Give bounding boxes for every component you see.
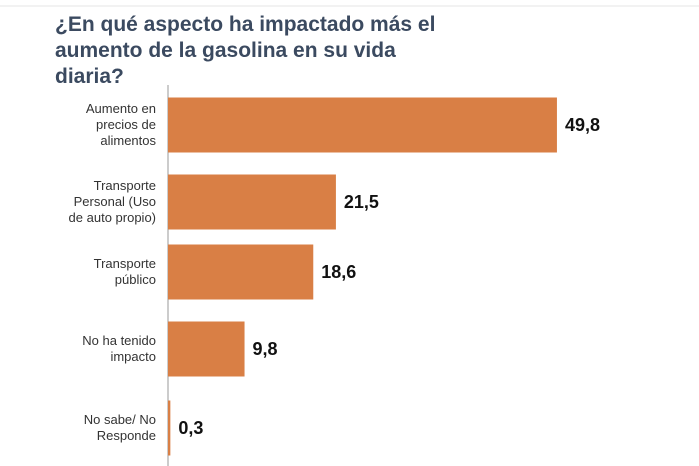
bar (168, 174, 336, 230)
value-label: 0,3 (178, 418, 203, 438)
bar (168, 244, 314, 300)
category-label: No ha tenido impacto (82, 333, 156, 364)
value-label: 9,8 (253, 339, 278, 359)
category-label: Transporte público (93, 256, 156, 287)
bar (168, 400, 171, 456)
value-label: 49,8 (565, 115, 600, 135)
chart-title: ¿En qué aspecto ha impactado más el aume… (55, 13, 436, 88)
category-label: Aumento en precios de alimentos (85, 101, 156, 148)
value-label: 18,6 (321, 262, 356, 282)
category-label: No sabe/ No Responde (83, 412, 156, 443)
category-label: Transporte Personal (Uso de auto propio) (68, 178, 156, 225)
bar (168, 97, 557, 153)
bar (168, 321, 245, 377)
value-label: 21,5 (344, 192, 379, 212)
